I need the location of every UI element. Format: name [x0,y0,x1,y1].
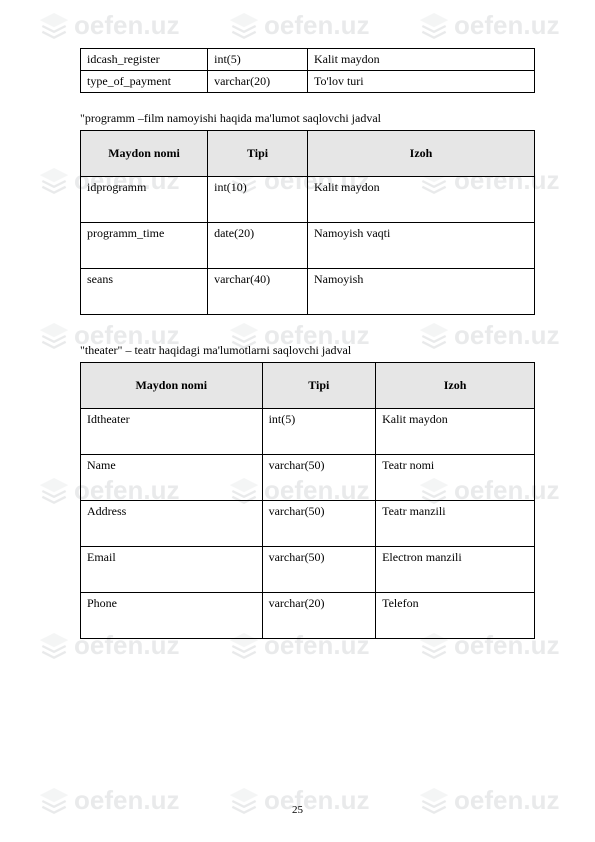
cell: varchar(20) [262,593,376,639]
table-row: seans varchar(40) Namoyish [81,269,535,315]
cell: idprogramm [81,177,208,223]
caption-programm: "programm –film namoyishi haqida ma'lumo… [80,111,535,126]
table-programm: Maydon nomi Tipi Izoh idprogramm int(10)… [80,130,535,315]
cell: varchar(50) [262,501,376,547]
table-row: Email varchar(50) Electron manzili [81,547,535,593]
table-header-row: Maydon nomi Tipi Izoh [81,363,535,409]
header-cell: Maydon nomi [81,131,208,177]
cell: Electron manzili [376,547,535,593]
cell: To'lov turi [307,71,534,93]
cell: Teatr nomi [376,455,535,501]
cell: type_of_payment [81,71,208,93]
cell: Namoyish [307,269,534,315]
cell: Kalit maydon [307,49,534,71]
header-cell: Tipi [208,131,308,177]
table-row: type_of_payment varchar(20) To'lov turi [81,71,535,93]
cell: Phone [81,593,263,639]
cell: int(5) [208,49,308,71]
table-header-row: Maydon nomi Tipi Izoh [81,131,535,177]
table-row: Address varchar(50) Teatr manzili [81,501,535,547]
cell: Address [81,501,263,547]
cell: Name [81,455,263,501]
table-theater: Maydon nomi Tipi Izoh Idtheater int(5) K… [80,362,535,639]
cell: date(20) [208,223,308,269]
cell: Idtheater [81,409,263,455]
page-content: idcash_register int(5) Kalit maydon type… [80,48,535,639]
cell: varchar(50) [262,455,376,501]
cell: Kalit maydon [376,409,535,455]
cell: int(5) [262,409,376,455]
cell: Namoyish vaqti [307,223,534,269]
cell: idcash_register [81,49,208,71]
watermark-item: oefen.uz [40,10,179,41]
cell: varchar(40) [208,269,308,315]
caption-theater: "theater" – teatr haqidagi ma'lumotlarni… [80,343,535,358]
cell: Email [81,547,263,593]
table-row: idcash_register int(5) Kalit maydon [81,49,535,71]
page-number: 25 [0,804,595,816]
watermark-item: oefen.uz [230,10,369,41]
cell: Teatr manzili [376,501,535,547]
table-row: Phone varchar(20) Telefon [81,593,535,639]
cell: varchar(50) [262,547,376,593]
watermark-item: oefen.uz [420,10,559,41]
cell: programm_time [81,223,208,269]
table-row: Name varchar(50) Teatr nomi [81,455,535,501]
table-row: Idtheater int(5) Kalit maydon [81,409,535,455]
cell: varchar(20) [208,71,308,93]
cell: Telefon [376,593,535,639]
cell: seans [81,269,208,315]
header-cell: Maydon nomi [81,363,263,409]
header-cell: Izoh [376,363,535,409]
cell: int(10) [208,177,308,223]
cell: Kalit maydon [307,177,534,223]
table-cash-register: idcash_register int(5) Kalit maydon type… [80,48,535,93]
header-cell: Izoh [307,131,534,177]
header-cell: Tipi [262,363,376,409]
table-row: idprogramm int(10) Kalit maydon [81,177,535,223]
table-row: programm_time date(20) Namoyish vaqti [81,223,535,269]
